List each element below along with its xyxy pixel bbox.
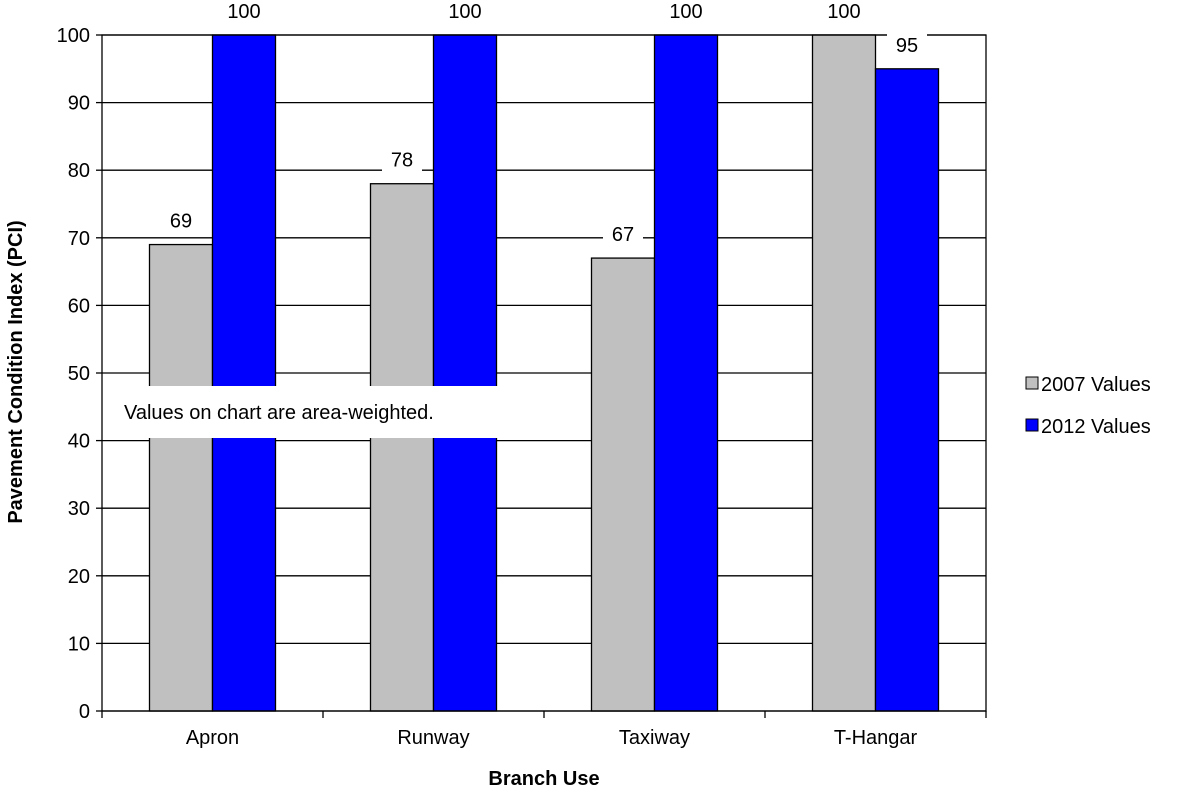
x-tick-label: T-Hangar <box>834 727 918 749</box>
data-labels: 69 100 78 100 67 100 100 95 <box>161 0 927 248</box>
data-label: 69 <box>170 211 192 233</box>
x-axis-title: Branch Use <box>488 768 599 790</box>
annotation-box: Values on chart are area-weighted. <box>118 386 530 438</box>
data-label: 78 <box>391 150 413 172</box>
x-tick-labels: Apron Runway Taxiway T-Hangar <box>186 727 918 749</box>
legend: 2007 Values 2012 Values <box>1025 374 1151 438</box>
legend-label-2012: 2012 Values <box>1041 416 1151 438</box>
data-label-background <box>824 0 864 24</box>
y-tick-label: 40 <box>68 431 90 453</box>
bar <box>211 34 277 712</box>
bar <box>811 34 877 712</box>
y-tick-labels: 0 10 20 30 40 50 60 70 80 90 100 <box>57 25 90 723</box>
y-tick-label: 10 <box>68 633 90 655</box>
bar <box>590 257 656 712</box>
y-tick-label: 100 <box>57 25 90 47</box>
y-axis-title: Pavement Condition Index (PCI) <box>5 220 27 523</box>
data-label: 100 <box>448 1 481 23</box>
y-tick-label: 90 <box>68 93 90 115</box>
x-tick-label: Apron <box>186 727 239 749</box>
data-label-background <box>603 223 643 248</box>
y-tick-label: 30 <box>68 498 90 520</box>
data-label-background <box>445 0 485 24</box>
bar <box>432 34 498 712</box>
bar <box>369 183 435 712</box>
bars <box>148 34 940 712</box>
axes <box>96 34 987 718</box>
data-label-background <box>382 148 422 173</box>
x-tick-label: Taxiway <box>619 727 690 749</box>
data-label: 100 <box>227 1 260 23</box>
legend-swatch-2007 <box>1025 376 1039 390</box>
bar <box>874 68 940 712</box>
annotation-background <box>118 386 530 438</box>
data-label: 67 <box>612 224 634 246</box>
data-label-background <box>224 0 264 24</box>
data-label-background <box>887 33 927 58</box>
legend-label-2007: 2007 Values <box>1041 374 1151 396</box>
legend-swatch-2012 <box>1025 418 1039 432</box>
bar <box>653 34 719 712</box>
y-tick-label: 80 <box>68 160 90 182</box>
data-label: 95 <box>896 35 918 57</box>
y-tick-label: 70 <box>68 228 90 250</box>
data-label-background <box>161 209 201 234</box>
data-label-background <box>666 0 706 24</box>
data-label: 100 <box>827 1 860 23</box>
y-tick-label: 50 <box>68 363 90 385</box>
bar <box>148 243 214 712</box>
data-label: 100 <box>669 1 702 23</box>
y-tick-label: 20 <box>68 566 90 588</box>
y-tick-label: 60 <box>68 295 90 317</box>
annotation-text: Values on chart are area-weighted. <box>124 402 434 424</box>
y-tick-label: 0 <box>79 701 90 723</box>
x-tick-label: Runway <box>397 727 469 749</box>
